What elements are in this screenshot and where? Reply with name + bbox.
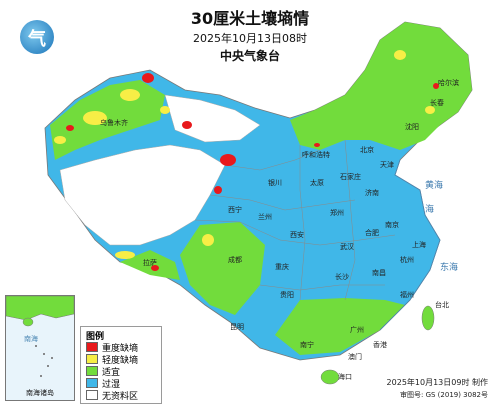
city-label: 贵阳 (280, 291, 294, 299)
sea-label-extra: 海 (425, 205, 435, 215)
city-label: 昆明 (230, 323, 244, 331)
city-label: 兰州 (258, 213, 272, 221)
city-label: 长春 (430, 99, 444, 107)
taiwan-island (421, 305, 435, 331)
legend-label: 过湿 (102, 379, 121, 390)
city-label: 长沙 (335, 273, 349, 281)
city-label: 南宁 (300, 341, 314, 349)
city-label: 澳门 (348, 353, 362, 361)
map-date: 2025年10月13日08时 (193, 32, 307, 45)
legend-item-too-wet: 过湿 (86, 377, 121, 390)
city-label: 海口 (338, 373, 352, 381)
city-label: 台北 (435, 301, 449, 309)
inset-canvas (6, 296, 74, 377)
city-label: 济南 (365, 189, 379, 197)
inset-sea-label: 南海 (24, 335, 38, 343)
sea-label-east: 东海 (440, 263, 459, 273)
light-drought-patches (54, 50, 435, 259)
city-label: 银川 (268, 179, 282, 187)
legend-label: 无资料区 (102, 391, 139, 402)
city-label: 南京 (385, 221, 399, 229)
city-label: 西安 (290, 231, 304, 239)
inset-islands (35, 345, 53, 377)
city-label: 武汉 (340, 243, 354, 251)
legend-label: 重度缺墒 (102, 343, 139, 354)
legend-swatch (86, 342, 98, 352)
city-label: 沈阳 (405, 123, 419, 131)
sea-label-yellow: 黄海 (425, 181, 444, 191)
suitable-region-north (290, 22, 472, 150)
city-label: 杭州 (400, 256, 414, 264)
no-data-northwest (164, 94, 261, 143)
city-label: 呼和浩特 (302, 151, 330, 159)
legend-label: 轻度缺墒 (102, 355, 139, 366)
production-time: 2025年10月13日09时 制作 (386, 378, 488, 387)
suitable-region-west-dots (50, 80, 165, 160)
city-label: 重庆 (275, 263, 289, 271)
city-label: 拉萨 (143, 259, 157, 267)
city-label: 郑州 (330, 209, 344, 217)
legend-item-light-drought: 轻度缺墒 (86, 353, 139, 366)
cma-logo: 气 (20, 20, 54, 54)
province-borders (194, 139, 396, 301)
legend-item-severe-drought: 重度缺墒 (86, 341, 139, 354)
city-label: 上海 (412, 241, 426, 249)
city-label: 太原 (310, 179, 324, 187)
suitable-region-tibet (120, 250, 180, 280)
city-label: 福州 (400, 291, 414, 299)
city-label: 石家庄 (340, 173, 361, 181)
hainan-island (320, 369, 340, 385)
legend-swatch (86, 390, 98, 400)
inset-caption: 南海诸岛 (26, 389, 54, 397)
city-label: 乌鲁木齐 (100, 119, 128, 127)
cma-logo-glyph: 气 (28, 29, 46, 50)
city-label: 广州 (350, 326, 364, 334)
south-china-sea-inset: 南海 南海诸岛 (5, 295, 75, 401)
suitable-region-southwest (180, 222, 265, 315)
city-label: 南昌 (372, 269, 386, 277)
map-legend: 图例 重度缺墒 轻度缺墒 适宜 过湿 无资料区 (80, 326, 162, 404)
city-label: 北京 (360, 146, 374, 154)
city-label: 天津 (380, 161, 394, 169)
city-label: 西宁 (228, 206, 242, 214)
legend-item-suitable: 适宜 (86, 365, 121, 378)
no-data-region (59, 144, 226, 246)
suitable-region-south (275, 298, 405, 355)
map-title: 30厘米土壤墒情 (190, 9, 310, 28)
legend-item-no-data: 无资料区 (86, 389, 139, 402)
inset-mainland (6, 296, 74, 321)
legend-swatch (86, 354, 98, 364)
city-label: 哈尔滨 (438, 79, 459, 87)
legend-swatch (86, 366, 98, 376)
approval-number: 审图号: GS (2019) 3082号 (400, 391, 488, 399)
city-label: 香港 (373, 341, 387, 349)
legend-swatch (86, 378, 98, 388)
severe-drought-patches (66, 73, 439, 271)
city-label: 成都 (228, 256, 242, 264)
legend-title: 图例 (86, 332, 105, 342)
inset-hainan (22, 317, 34, 327)
coastline (379, 159, 441, 331)
city-label: 合肥 (365, 229, 379, 237)
legend-label: 适宜 (102, 367, 121, 378)
issuing-agency: 中央气象台 (219, 49, 280, 63)
